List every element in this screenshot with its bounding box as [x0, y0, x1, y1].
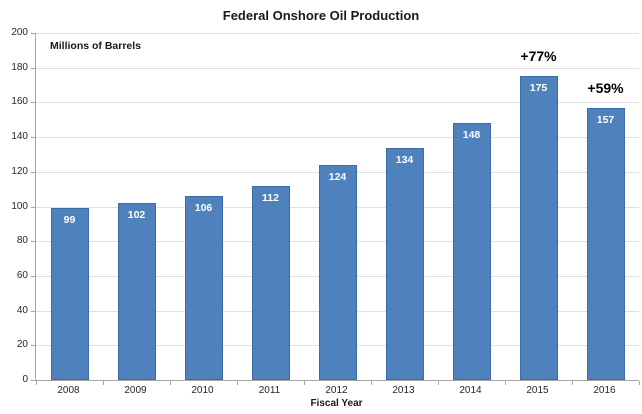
x-tick-mark: [371, 381, 372, 385]
gridline: [36, 102, 639, 104]
y-tick-label: 160: [11, 96, 28, 108]
gridline: [36, 67, 639, 69]
plot-area: 99 102 106 112 124 134 148 175 157 +77% +59%: [31, 33, 640, 385]
bar-2010: 106: [184, 196, 223, 380]
y-tick-mark: [31, 171, 35, 173]
bar-value-label: 112: [262, 191, 279, 204]
annotation-2015: +77%: [520, 48, 557, 65]
x-tick-label: 2010: [191, 385, 214, 396]
y-tick-label: 180: [11, 61, 28, 73]
gridline: [36, 33, 639, 34]
y-tick-mark: [31, 275, 35, 277]
bar-2008: 99: [50, 208, 89, 380]
x-tick-label: 2016: [593, 385, 616, 396]
x-tick-label: 2013: [392, 385, 415, 396]
chart-title: Federal Onshore Oil Production: [222, 8, 420, 23]
y-tick-mark: [31, 206, 35, 208]
y-tick-label: 0: [22, 374, 28, 385]
x-tick-mark: [505, 381, 506, 385]
bar-2013: 134: [385, 147, 424, 380]
bar-value-label: 124: [328, 170, 347, 183]
y-tick-mark: [31, 102, 35, 104]
annotation-2016: +59%: [587, 79, 624, 96]
x-tick-label: 2015: [526, 385, 549, 396]
x-tick-mark: [639, 381, 640, 385]
x-tick-mark: [438, 381, 439, 385]
bar-2009: 102: [117, 203, 156, 380]
bar-value-label: 106: [194, 202, 213, 215]
bar-value-label: 175: [529, 82, 548, 95]
y-tick-mark: [31, 241, 35, 243]
x-tick-label: 2012: [325, 385, 348, 396]
y-tick-label: 20: [16, 339, 28, 351]
y-tick-label: 40: [16, 304, 28, 316]
y-tick-label: 80: [16, 235, 28, 247]
y-tick-mark: [31, 137, 35, 139]
y-tick-mark: [31, 345, 35, 347]
y-tick-label: 100: [11, 200, 28, 212]
x-tick-label: 2009: [124, 385, 147, 396]
x-tick-mark: [36, 381, 37, 385]
y-tick-mark: [31, 380, 35, 381]
bar-2015: 175: [519, 76, 558, 380]
y-tick-label: 60: [16, 269, 28, 281]
bar-2016: 157: [586, 107, 625, 380]
x-tick-label: 2014: [459, 385, 482, 396]
x-tick-mark: [237, 381, 238, 385]
x-tick-label: 2008: [57, 385, 80, 396]
x-tick-mark: [572, 381, 573, 385]
bar-value-label: 102: [127, 209, 146, 222]
y-tick-label: 200: [11, 27, 28, 38]
x-axis-label: Fiscal Year: [310, 398, 363, 409]
bar-2011: 112: [251, 185, 290, 380]
x-tick-label: 2011: [258, 385, 281, 396]
y-tick-mark: [31, 67, 35, 69]
bar-value-label: 148: [462, 129, 481, 142]
x-tick-mark: [170, 381, 171, 385]
y-axis-label: Millions of Barrels: [50, 40, 142, 52]
bar-2012: 124: [318, 164, 357, 380]
bar-value-label: 134: [395, 153, 414, 166]
y-tick-mark: [31, 33, 35, 34]
x-tick-mark: [103, 381, 104, 385]
bar-value-label: 157: [596, 113, 615, 126]
bar-2014: 148: [452, 123, 491, 380]
y-tick-label: 140: [11, 131, 28, 143]
y-tick-label: 120: [11, 165, 28, 177]
x-tick-mark: [304, 381, 305, 385]
bar-value-label: 99: [63, 214, 76, 227]
gridline: [36, 137, 639, 139]
y-tick-mark: [31, 310, 35, 312]
